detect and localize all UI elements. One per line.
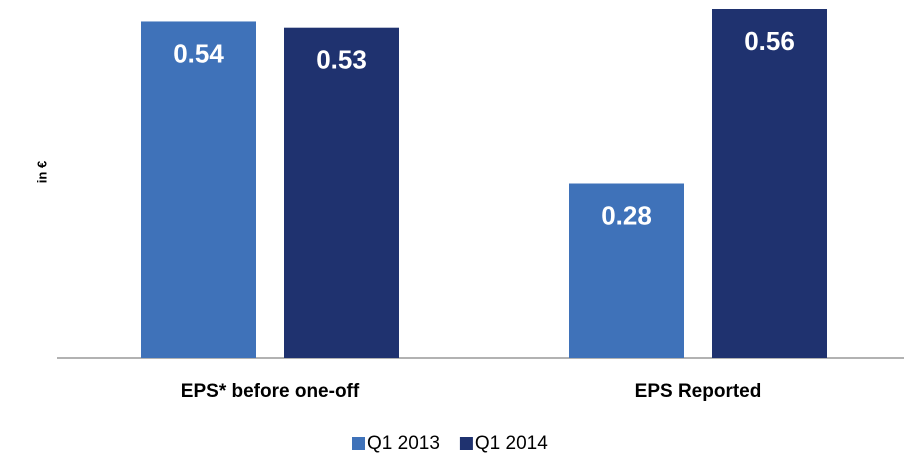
data-label: 0.54: [173, 38, 224, 68]
bar: [712, 9, 827, 358]
x-tick-label: EPS* before one-off: [181, 381, 360, 402]
legend-label: Q1 2014: [475, 433, 548, 454]
bar: [569, 183, 684, 358]
bar: [141, 21, 256, 358]
data-label: 0.53: [316, 45, 367, 75]
data-label: 0.56: [744, 26, 795, 56]
y-axis-label: in €: [34, 161, 49, 183]
data-label: 0.28: [601, 200, 652, 230]
legend-swatch: [459, 437, 473, 450]
x-tick-label: EPS Reported: [635, 381, 762, 402]
bar: [284, 27, 399, 358]
legend-swatch: [352, 437, 365, 450]
legend-label: Q1 2013: [367, 433, 440, 454]
